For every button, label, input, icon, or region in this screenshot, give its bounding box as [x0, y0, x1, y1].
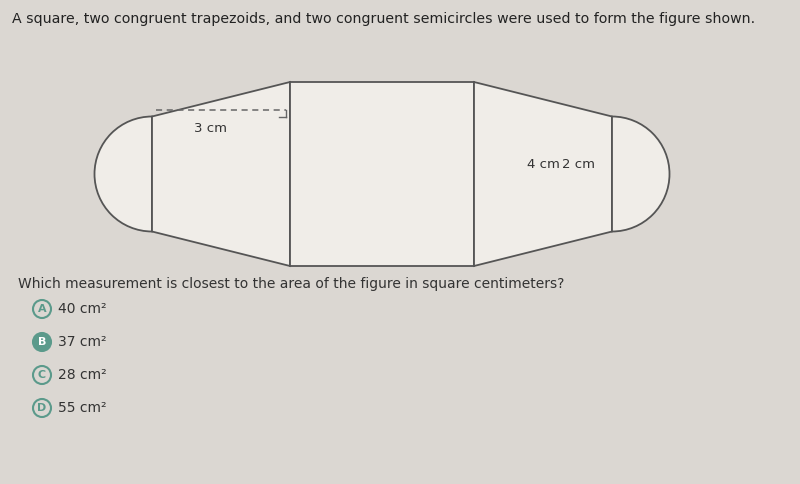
Polygon shape — [474, 82, 612, 266]
Text: 37 cm²: 37 cm² — [58, 335, 106, 349]
Text: 28 cm²: 28 cm² — [58, 368, 106, 382]
Text: D: D — [38, 403, 46, 413]
Circle shape — [33, 333, 51, 351]
Text: 3 cm: 3 cm — [194, 122, 227, 135]
Text: Which measurement is closest to the area of the figure in square centimeters?: Which measurement is closest to the area… — [18, 277, 564, 291]
Text: 4 cm: 4 cm — [526, 157, 559, 170]
Text: 2 cm: 2 cm — [562, 157, 594, 170]
Text: A: A — [38, 304, 46, 314]
Text: A square, two congruent trapezoids, and two congruent semicircles were used to f: A square, two congruent trapezoids, and … — [12, 12, 755, 26]
Wedge shape — [612, 117, 670, 231]
Text: 55 cm²: 55 cm² — [58, 401, 106, 415]
Polygon shape — [290, 82, 474, 266]
Text: 40 cm²: 40 cm² — [58, 302, 106, 316]
Wedge shape — [94, 117, 152, 231]
Polygon shape — [152, 82, 290, 266]
Text: B: B — [38, 337, 46, 347]
Text: C: C — [38, 370, 46, 380]
